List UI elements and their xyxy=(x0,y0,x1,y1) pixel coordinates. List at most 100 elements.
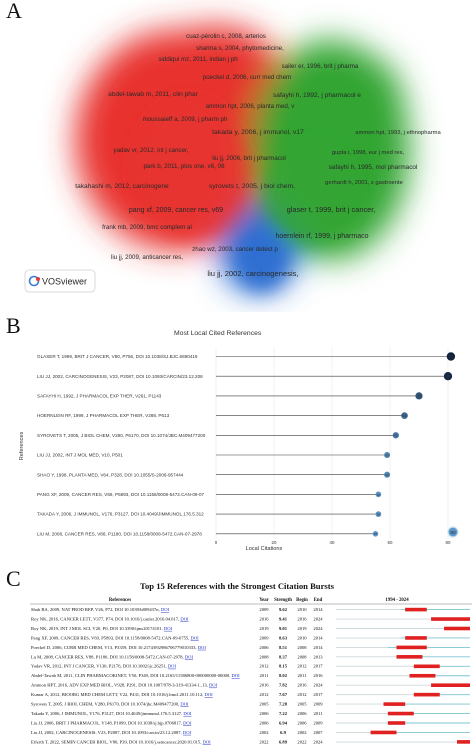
burst-strength: 7.22 xyxy=(279,711,288,716)
burst-begin: 2016 xyxy=(297,683,307,688)
burst-row: Poeckel D, 2006, CURR MED CHEM, V13, P33… xyxy=(31,645,470,651)
burst-row: Kumar A, 2012, BIOORG MED CHEM LETT, V22… xyxy=(31,692,470,698)
burst-year: 2002 xyxy=(259,730,269,735)
burst-reference: Shah BA, 2009, NAT PROD REP, V26, P72, D… xyxy=(31,607,170,613)
header-begin: Begin xyxy=(296,598,308,603)
node-label: liu jj, 2006, brit j pharmacol xyxy=(212,155,286,162)
burst-begin: 2006 xyxy=(297,720,307,725)
burst-reference: Pang XF, 2009, CANCER RES, V69, P5893, D… xyxy=(31,635,199,641)
doi-link[interactable]: DOI xyxy=(168,664,177,669)
burst-year: 2008 xyxy=(259,654,269,659)
doi-link[interactable]: DOI xyxy=(205,692,214,697)
most-local-cited-references-chart: Most Local Cited References References L… xyxy=(19,330,459,552)
red-cluster-core xyxy=(135,100,245,240)
burst-row: Shah BA, 2009, NAT PROD REP, V26, P72, D… xyxy=(31,607,470,613)
header-references: References xyxy=(109,598,131,603)
node-label: pang xf, 2009, cancer res, v69 xyxy=(129,207,223,214)
node-label: siddiqui mz, 2011, indian j ph xyxy=(158,56,238,63)
burst-row: Efferth T, 2022, SEMIN CANCER BIOL, V80,… xyxy=(31,739,470,745)
doi-link[interactable]: DOI xyxy=(164,626,173,631)
burst-year: 2019 xyxy=(259,626,269,631)
burst-bar xyxy=(396,655,423,659)
lollipop-point xyxy=(375,491,382,498)
burst-reference: Liu JJ, 2002, CARCINOGENESIS, V23, P2087… xyxy=(31,730,192,736)
burst-reference: Yadav VR, 2012, INT J CANCER, V130, P217… xyxy=(31,664,176,670)
chart-b-gridlines xyxy=(215,347,449,539)
doi-link[interactable]: DOI xyxy=(198,645,207,650)
burst-begin: 2010 xyxy=(297,635,307,640)
burst-row: Roy NK, 2016, CANCER LETT, V377, P74, DO… xyxy=(31,616,470,622)
node-label: ammon hpt, 1993, j ethnopharma xyxy=(355,130,441,136)
burst-year: 2006 xyxy=(259,645,269,650)
legend-bubble xyxy=(447,526,459,538)
burst-bar xyxy=(409,673,436,678)
table-header: References Year Strength Begin End 1994 … xyxy=(30,598,472,605)
burst-strength: 9.01 xyxy=(279,626,288,631)
node-label: glaser t, 1999, brit j cancer, xyxy=(287,205,376,214)
burst-bar xyxy=(396,645,427,650)
doi-link[interactable]: DOI xyxy=(183,711,192,716)
lollipop-value: 81 xyxy=(449,355,453,359)
node-labels: cuaz-pérolin c, 2008, arterios sharma s, … xyxy=(75,33,441,278)
burst-end: 2016 xyxy=(313,673,323,678)
burst-reference: Syrovets T, 2005, J BIOL CHEM, V280, P61… xyxy=(31,702,189,708)
lollipop-point xyxy=(415,392,423,400)
burst-begin: 2005 xyxy=(297,702,307,707)
burst-begin: 2012 xyxy=(297,664,307,669)
reference-label: SYROVETS T, 2005, J BIOL CHEM, V280, P61… xyxy=(37,433,206,438)
node-label: ammon hpt, 2006, planta med, v xyxy=(206,103,296,110)
burst-row: Yadav VR, 2012, INT J CANCER, V130, P217… xyxy=(31,664,470,670)
burst-end: 2024 xyxy=(313,626,323,631)
burst-strength: 8.37 xyxy=(279,654,288,659)
cluster-highlight-layer xyxy=(135,100,355,290)
burst-year: 2009 xyxy=(259,635,269,640)
table-rows: Shah BA, 2009, NAT PROD REP, V26, P72, D… xyxy=(31,607,470,745)
doi-link[interactable]: DOI xyxy=(209,683,218,688)
doi-link[interactable]: DOI xyxy=(183,720,192,725)
doi-link[interactable]: DOI xyxy=(185,654,194,659)
panel-c-letter: C xyxy=(6,566,21,591)
burst-year: 2005 xyxy=(259,702,269,707)
vosviewer-network-map: cuaz-pérolin c, 2008, arterios sharma s, … xyxy=(24,25,441,293)
node-label: frank mb, 2009, bmc complem al xyxy=(102,224,192,231)
lollipop-point xyxy=(384,471,391,478)
reference-label: TAKADA Y, 2006, J IMMUNOL, V176, P3127, … xyxy=(37,512,204,517)
doi-link[interactable]: DOI xyxy=(203,739,212,744)
doi-link[interactable]: DOI xyxy=(191,635,200,640)
burst-end: 2013 xyxy=(313,654,323,659)
x-tick-label: 60 xyxy=(388,540,393,545)
node-label: takada y, 2006, j immunol, v17 xyxy=(212,129,304,136)
lollipop-point xyxy=(384,451,391,459)
burst-year: 2016 xyxy=(259,616,269,621)
node-label: sailer er, 1996, brit j pharma xyxy=(282,63,359,70)
burst-end: 2014 xyxy=(313,645,323,650)
lollipop-value: 56 xyxy=(377,513,381,517)
burst-row: Liu JJ, 2006, BRIT J PHARMACOL, V148, P1… xyxy=(31,720,470,726)
node-label: yadav vr, 2012, int j cancer, xyxy=(114,147,189,154)
lollipop-point xyxy=(372,531,379,537)
doi-link[interactable]: DOI xyxy=(232,673,241,678)
burst-reference: Lu M, 2008, CANCER RES, V88, P1180, DOI … xyxy=(31,654,193,660)
burst-reference: Kumar A, 2012, BIOORG MED CHEM LETT, V22… xyxy=(31,692,213,698)
x-tick-label: 80 xyxy=(446,540,451,545)
burst-bar xyxy=(387,721,406,725)
burst-year: 2012 xyxy=(259,692,269,697)
doi-link[interactable]: DOI xyxy=(161,607,170,612)
doi-link[interactable]: DOI xyxy=(180,702,189,707)
doi-link[interactable]: DOI xyxy=(180,616,189,621)
burst-row: Liu JJ, 2002, CARCINOGENESIS, V23, P2087… xyxy=(31,730,470,736)
node-label: safayhi h, 1995, mol pharmacol xyxy=(329,164,418,171)
doi-link[interactable]: DOI xyxy=(183,730,192,735)
burst-bar xyxy=(431,617,470,621)
burst-strength: 8.63 xyxy=(279,635,288,640)
reference-label: LIU M, 2008, CANCER RES, V88, P1180, DOI… xyxy=(37,531,202,536)
burst-end: 2017 xyxy=(313,692,323,697)
node-label: sharma s, 2004, phytomedicine, xyxy=(196,45,284,52)
lollipop-value: 80 xyxy=(446,375,450,379)
lollipop-value: 55 xyxy=(374,532,378,536)
legend-value: 80 xyxy=(450,530,456,536)
burst-begin: 2008 xyxy=(297,654,307,659)
chart-b-legend: 80 xyxy=(447,526,459,538)
burst-strength: 6.94 xyxy=(279,720,288,725)
burst-end: 2024 xyxy=(313,683,323,688)
